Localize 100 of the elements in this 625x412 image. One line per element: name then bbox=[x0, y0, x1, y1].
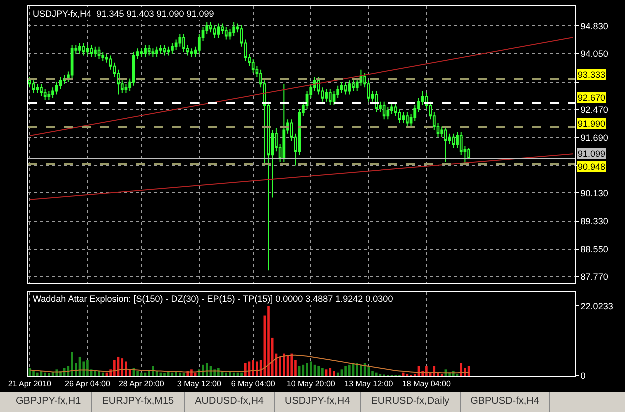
x-tick-label: 3 May 12:00 bbox=[177, 380, 222, 389]
bar bbox=[136, 371, 139, 376]
bar bbox=[329, 368, 332, 376]
candlestick bbox=[190, 48, 194, 58]
bar bbox=[32, 371, 35, 376]
bar bbox=[290, 354, 294, 376]
bar bbox=[202, 364, 204, 376]
candlestick bbox=[468, 147, 471, 160]
candlestick bbox=[140, 48, 144, 58]
text: GBPJPY-fx,H1 bbox=[6, 392, 92, 412]
text: EURUSD-fx,Daily bbox=[361, 392, 461, 412]
candlestick bbox=[48, 90, 51, 101]
candlestick bbox=[282, 84, 286, 163]
candlestick bbox=[36, 84, 40, 94]
bar bbox=[125, 362, 128, 376]
candlestick bbox=[98, 46, 101, 60]
candlestick bbox=[344, 82, 348, 96]
bar bbox=[318, 366, 320, 376]
candlestick bbox=[152, 48, 155, 58]
bar bbox=[140, 372, 143, 376]
text: USDJPY-fx,H4 bbox=[275, 392, 362, 412]
bar bbox=[306, 363, 308, 376]
bar bbox=[167, 372, 170, 376]
y-tick-label: 94.050 bbox=[580, 49, 608, 60]
candlestick bbox=[444, 126, 448, 163]
bar bbox=[426, 366, 428, 376]
candlestick bbox=[32, 80, 36, 94]
candlestick bbox=[90, 44, 93, 58]
bar bbox=[336, 372, 340, 376]
bar bbox=[48, 373, 50, 376]
candlestick bbox=[348, 80, 352, 96]
x-tick-label: 6 May 04:00 bbox=[231, 380, 276, 389]
candlestick bbox=[86, 44, 90, 56]
bar bbox=[36, 372, 39, 376]
bar bbox=[71, 352, 74, 376]
candlestick bbox=[328, 88, 332, 106]
bar bbox=[268, 306, 270, 376]
candlestick bbox=[171, 42, 174, 54]
bar bbox=[433, 366, 436, 376]
candlestick bbox=[94, 46, 97, 58]
x-tick-label: 21 Apr 2010 bbox=[8, 380, 52, 389]
bar bbox=[348, 364, 351, 376]
y-tick-label: 89.330 bbox=[580, 216, 608, 227]
y-tick-label: 92.470 bbox=[580, 105, 608, 116]
bar bbox=[179, 372, 182, 376]
bar bbox=[360, 364, 362, 376]
candlestick bbox=[402, 112, 406, 124]
y-tick-label: 94.830 bbox=[580, 21, 608, 32]
ref-line-label: 91.990 bbox=[578, 119, 606, 129]
bar bbox=[225, 372, 228, 376]
bar bbox=[256, 362, 258, 376]
text: AUDUSD-fx,H4 bbox=[185, 392, 275, 412]
bar bbox=[164, 373, 166, 376]
bar bbox=[44, 372, 46, 376]
bar bbox=[283, 354, 286, 376]
candlestick bbox=[213, 25, 216, 38]
candlestick bbox=[398, 108, 402, 124]
candlestick bbox=[382, 101, 386, 120]
y-tick-label: 90.130 bbox=[580, 188, 608, 198]
x-tick-label: 13 May 12:00 bbox=[344, 380, 394, 389]
x-tick-label: 10 May 20:00 bbox=[286, 380, 336, 389]
candlestick bbox=[156, 46, 158, 58]
ref-line-label: 93.333 bbox=[578, 70, 606, 80]
ref-line-label: 92.670 bbox=[578, 93, 606, 103]
x-tick-label: 18 May 04:00 bbox=[402, 380, 452, 389]
bar bbox=[333, 371, 336, 376]
candlestick bbox=[159, 44, 162, 54]
y-tick-label: 22.0233 bbox=[580, 301, 614, 312]
bar bbox=[279, 356, 282, 376]
candlestick bbox=[78, 42, 82, 54]
y-tick-label: 0 bbox=[580, 371, 586, 382]
bar bbox=[322, 368, 324, 376]
bar bbox=[206, 363, 208, 376]
candlestick bbox=[182, 34, 186, 53]
bar bbox=[372, 371, 374, 376]
candlestick bbox=[70, 44, 74, 80]
candlestick bbox=[217, 23, 220, 38]
candlestick bbox=[352, 80, 355, 92]
candlestick bbox=[452, 133, 456, 149]
candlestick bbox=[144, 44, 147, 58]
candlestick bbox=[163, 44, 166, 56]
text: GBPUSD-fx,H4 bbox=[460, 392, 550, 412]
bar bbox=[252, 360, 254, 376]
bar bbox=[310, 362, 312, 376]
bar bbox=[460, 363, 463, 376]
bar bbox=[102, 372, 104, 376]
bar bbox=[356, 363, 359, 376]
ref-line-label: 90.948 bbox=[578, 162, 606, 172]
bar bbox=[160, 372, 162, 376]
candlestick bbox=[406, 112, 409, 128]
candlestick bbox=[224, 26, 228, 40]
y-tick-label: 87.770 bbox=[580, 272, 608, 282]
y-tick-label: 88.550 bbox=[580, 244, 608, 254]
bar bbox=[344, 366, 347, 376]
candlestick bbox=[82, 42, 86, 56]
x-tick-label: 26 Apr 04:00 bbox=[65, 380, 111, 389]
line-series bbox=[29, 354, 470, 374]
x-tick-label: 28 Apr 20:00 bbox=[118, 380, 165, 389]
text: EURJPY-fx,M15 bbox=[92, 392, 186, 412]
candlestick bbox=[232, 21, 236, 37]
